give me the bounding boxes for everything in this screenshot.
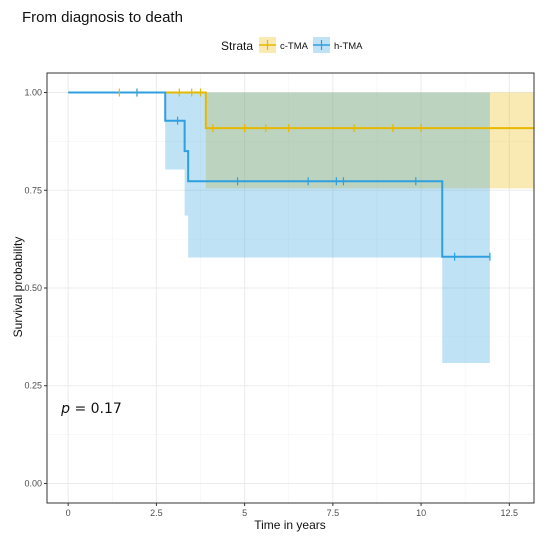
- y-tick-label: 0.00: [24, 478, 42, 488]
- y-axis-title: Survival probability: [11, 237, 25, 338]
- legend-item-c-tma: c-TMA: [259, 37, 309, 53]
- x-tick-label: 7.5: [327, 508, 340, 518]
- x-tick-label: 2.5: [150, 508, 163, 518]
- x-tick-label: 0: [66, 508, 71, 518]
- y-tick-label: 0.75: [24, 185, 42, 195]
- p-value-annotation: p = 0.17: [60, 401, 122, 417]
- y-tick-label: 0.25: [24, 381, 42, 391]
- y-tick-label: 0.50: [24, 283, 42, 293]
- legend-label-h-tma: h-TMA: [334, 41, 363, 52]
- ci-ribbon-h-tma: [68, 92, 490, 364]
- legend-title: Strata: [221, 39, 253, 53]
- x-tick-label: 10: [416, 508, 426, 518]
- ci-ribbon-c-tma: [68, 92, 534, 189]
- x-axis-title: Time in years: [254, 518, 326, 532]
- x-tick-label: 12.5: [501, 508, 519, 518]
- x-tick-label: 5: [242, 508, 247, 518]
- chart-title: From diagnosis to death: [22, 9, 183, 26]
- legend-label-c-tma: c-TMA: [280, 41, 309, 52]
- legend: Strata c-TMA h-TMA: [221, 37, 363, 53]
- survival-curve-h-tma: [68, 91, 490, 258]
- legend-item-h-tma: h-TMA: [313, 37, 363, 53]
- y-tick-label: 1.00: [24, 88, 42, 98]
